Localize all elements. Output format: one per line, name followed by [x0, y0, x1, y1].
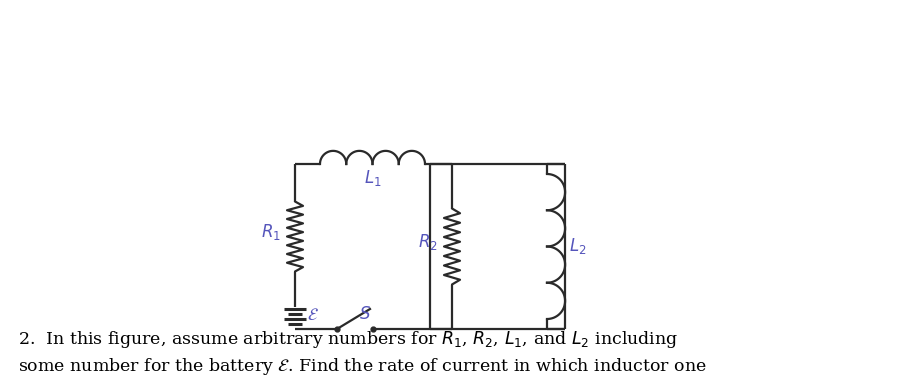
Text: $\mathcal{E}$: $\mathcal{E}$	[307, 308, 319, 324]
Text: $L_2$: $L_2$	[568, 237, 586, 257]
Text: $L_1$: $L_1$	[363, 168, 381, 188]
Text: 2.  In this figure, assume arbitrary numbers for $R_1$, $R_2$, $L_1$, and $L_2$ : 2. In this figure, assume arbitrary numb…	[18, 329, 678, 350]
Text: $R_1$: $R_1$	[261, 222, 281, 243]
Text: some number for the battery $\mathcal{E}$. Find the rate of current in which ind: some number for the battery $\mathcal{E}…	[18, 356, 706, 377]
Text: $S$: $S$	[359, 306, 371, 323]
Text: $(L_1)$ is changing just after the switch is closed.  Next, find the current in : $(L_1)$ is changing just after the switc…	[18, 383, 676, 384]
Text: $R_2$: $R_2$	[418, 232, 437, 253]
